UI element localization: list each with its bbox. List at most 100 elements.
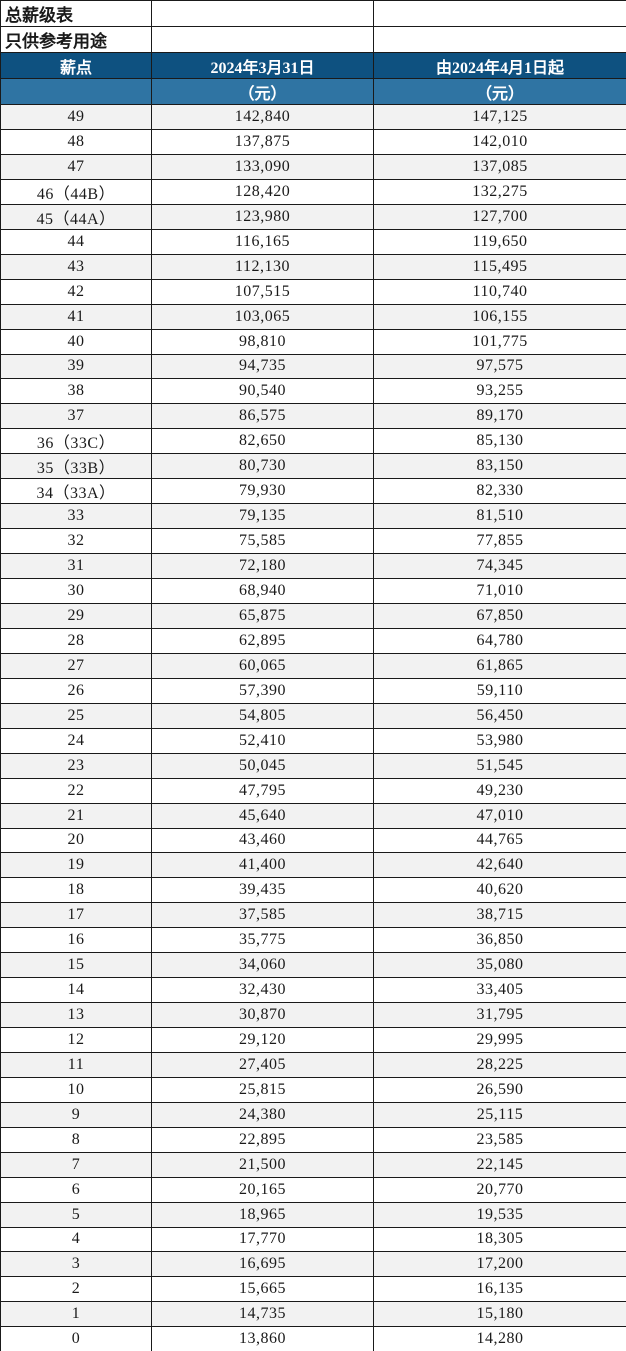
table-row: 17 37,585 38,715 [0, 902, 626, 929]
table-row: 14 32,430 33,405 [0, 977, 626, 1004]
pay-point-cell: 39 [0, 353, 152, 380]
salary-before-cell: 47,795 [151, 777, 374, 804]
salary-after-cell: 83,150 [373, 453, 626, 480]
salary-after-cell: 29,995 [373, 1027, 626, 1053]
salary-after-cell: 101,775 [373, 328, 626, 355]
table-row: 49 142,840 147,125 [0, 104, 626, 130]
pay-point-cell: 48 [0, 128, 152, 155]
table-row: 9 24,380 25,115 [0, 1101, 626, 1128]
pay-point-cell: 5 [0, 1201, 152, 1228]
salary-before-cell: 57,390 [151, 677, 374, 704]
salary-after-cell: 49,230 [373, 777, 626, 804]
table-row: 3 16,695 17,200 [0, 1251, 626, 1278]
salary-after-cell: 17,200 [373, 1251, 626, 1278]
empty-cell [373, 0, 626, 27]
table-row: 43 112,130 115,495 [0, 253, 626, 280]
salary-before-cell: 27,405 [151, 1051, 374, 1078]
table-row: 5 18,965 19,535 [0, 1201, 626, 1228]
salary-after-cell: 71,010 [373, 578, 626, 605]
salary-before-cell: 16,695 [151, 1251, 374, 1278]
salary-before-cell: 41,400 [151, 852, 374, 879]
unit-cell-before: （元） [151, 78, 374, 105]
table-row: 13 30,870 31,795 [0, 1002, 626, 1028]
salary-after-cell: 51,545 [373, 752, 626, 779]
salary-after-cell: 33,405 [373, 977, 626, 1004]
pay-point-cell: 42 [0, 278, 152, 305]
table-row: 11 27,405 28,225 [0, 1051, 626, 1078]
salary-after-cell: 137,085 [373, 153, 626, 180]
table-body: 49 142,840 147,125 48 137,875 142,010 47 133,09… [0, 104, 626, 1351]
salary-before-cell: 90,540 [151, 378, 374, 405]
salary-before-cell: 65,875 [151, 603, 374, 629]
page-title: 总薪级表 [0, 0, 152, 27]
table-row: 0 13,860 14,280 [0, 1326, 626, 1351]
salary-after-cell: 22,145 [373, 1151, 626, 1178]
pay-point-cell: 2 [0, 1276, 152, 1303]
pay-point-cell: 26 [0, 677, 152, 704]
salary-before-cell: 142,840 [151, 104, 374, 130]
salary-before-cell: 22,895 [151, 1126, 374, 1153]
table-row: 40 98,810 101,775 [0, 328, 626, 355]
pay-point-cell: 3 [0, 1251, 152, 1278]
salary-before-cell: 128,420 [151, 178, 374, 205]
salary-after-cell: 61,865 [373, 652, 626, 679]
salary-after-cell: 28,225 [373, 1051, 626, 1078]
table-row: 21 45,640 47,010 [0, 802, 626, 829]
salary-before-cell: 82,650 [151, 428, 374, 455]
salary-after-cell: 81,510 [373, 503, 626, 530]
salary-before-cell: 54,805 [151, 702, 374, 729]
pay-point-cell: 41 [0, 303, 152, 330]
salary-before-cell: 112,130 [151, 253, 374, 280]
salary-before-cell: 43,460 [151, 827, 374, 854]
salary-before-cell: 52,410 [151, 727, 374, 754]
title-row: 总薪级表 [0, 0, 626, 27]
pay-point-cell: 6 [0, 1176, 152, 1203]
table-row: 12 29,120 29,995 [0, 1027, 626, 1053]
table-row: 37 86,575 89,170 [0, 403, 626, 430]
pay-point-cell: 31 [0, 553, 152, 580]
table-row: 44 116,165 119,650 [0, 228, 626, 255]
salary-after-cell: 42,640 [373, 852, 626, 879]
salary-before-cell: 94,735 [151, 353, 374, 380]
salary-before-cell: 72,180 [151, 553, 374, 580]
salary-before-cell: 35,775 [151, 927, 374, 954]
table-row: 4 17,770 18,305 [0, 1226, 626, 1253]
pay-point-cell: 16 [0, 927, 152, 954]
salary-after-cell: 110,740 [373, 278, 626, 305]
salary-after-cell: 53,980 [373, 727, 626, 754]
table-row: 10 25,815 26,590 [0, 1076, 626, 1103]
pay-point-cell: 19 [0, 852, 152, 879]
table-row: 15 34,060 35,080 [0, 952, 626, 979]
pay-point-cell: 38 [0, 378, 152, 405]
table-row: 26 57,390 59,110 [0, 677, 626, 704]
salary-before-cell: 45,640 [151, 802, 374, 829]
salary-before-cell: 86,575 [151, 403, 374, 430]
table-row: 39 94,735 97,575 [0, 353, 626, 380]
salary-after-cell: 106,155 [373, 303, 626, 330]
table-row: 2 15,665 16,135 [0, 1276, 626, 1303]
subtitle-row: 只供参考用途 [0, 26, 626, 53]
salary-before-cell: 18,965 [151, 1201, 374, 1228]
salary-before-cell: 21,500 [151, 1151, 374, 1178]
table-row: 23 50,045 51,545 [0, 752, 626, 779]
table-row: 45（44A） 123,980 127,700 [0, 203, 626, 230]
table-row: 38 90,540 93,255 [0, 378, 626, 405]
salary-before-cell: 39,435 [151, 877, 374, 904]
salary-before-cell: 137,875 [151, 128, 374, 155]
salary-before-cell: 13,860 [151, 1326, 374, 1351]
table-row: 31 72,180 74,345 [0, 553, 626, 580]
salary-after-cell: 74,345 [373, 553, 626, 580]
salary-after-cell: 147,125 [373, 104, 626, 130]
pay-point-cell: 44 [0, 228, 152, 255]
pay-point-cell: 49 [0, 104, 152, 130]
pay-point-cell: 34（33A） [0, 478, 152, 505]
pay-point-cell: 9 [0, 1101, 152, 1128]
salary-after-cell: 26,590 [373, 1076, 626, 1103]
salary-before-cell: 116,165 [151, 228, 374, 255]
pay-point-cell: 11 [0, 1051, 152, 1078]
table-row: 34（33A） 79,930 82,330 [0, 478, 626, 505]
salary-after-cell: 40,620 [373, 877, 626, 904]
table-row: 46（44B） 128,420 132,275 [0, 178, 626, 205]
pay-point-cell: 25 [0, 702, 152, 729]
